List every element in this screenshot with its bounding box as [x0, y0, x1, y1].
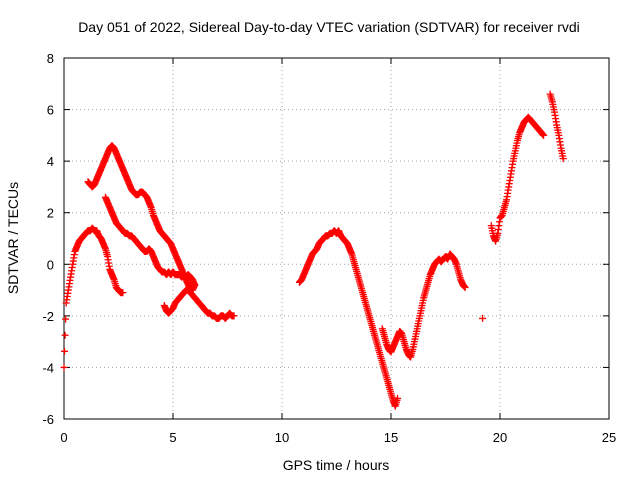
x-axis-label: GPS time / hours [283, 457, 390, 473]
data-series [101, 193, 199, 289]
data-point [230, 312, 238, 320]
data-point [61, 347, 69, 355]
y-axis: -6 -4 -2 0 2 4 6 8 [42, 51, 609, 427]
data-series [295, 227, 402, 410]
data-point [394, 394, 402, 402]
y-tick-label: -2 [42, 309, 54, 324]
x-tick-label: 10 [275, 430, 289, 445]
y-tick-label: -6 [42, 412, 54, 427]
data-point [191, 281, 199, 289]
data-point [559, 155, 567, 163]
chart-title: Day 051 of 2022, Sidereal Day-to-day VTE… [78, 19, 580, 35]
data-series [479, 113, 548, 322]
plot-frame [63, 57, 610, 420]
x-tick-label: 15 [384, 430, 398, 445]
data-point [61, 331, 69, 339]
y-axis-label: SDTVAR / TECUs [5, 182, 21, 294]
data-series [60, 224, 127, 371]
y-tick-label: 2 [47, 206, 54, 221]
data-point [461, 283, 469, 291]
grid-lines [64, 58, 609, 419]
x-tick-label: 20 [493, 430, 507, 445]
x-tick-label: 25 [602, 430, 616, 445]
y-tick-label: -4 [42, 360, 54, 375]
data-series [378, 250, 469, 361]
data-point [62, 315, 70, 323]
data-series [84, 142, 199, 294]
data-point [60, 363, 68, 371]
y-tick-label: 6 [47, 103, 54, 118]
data-series [546, 90, 567, 163]
data-point [540, 131, 548, 139]
y-tick-label: 4 [47, 154, 54, 169]
data-series [160, 286, 238, 322]
y-tick-label: 0 [47, 257, 54, 272]
data-points [60, 90, 567, 410]
data-point [119, 289, 127, 297]
x-tick-label: 5 [169, 430, 176, 445]
data-point [479, 314, 487, 322]
x-axis: 0 5 10 15 20 25 [60, 58, 616, 445]
y-tick-label: 8 [47, 51, 54, 66]
x-tick-label: 0 [60, 430, 67, 445]
